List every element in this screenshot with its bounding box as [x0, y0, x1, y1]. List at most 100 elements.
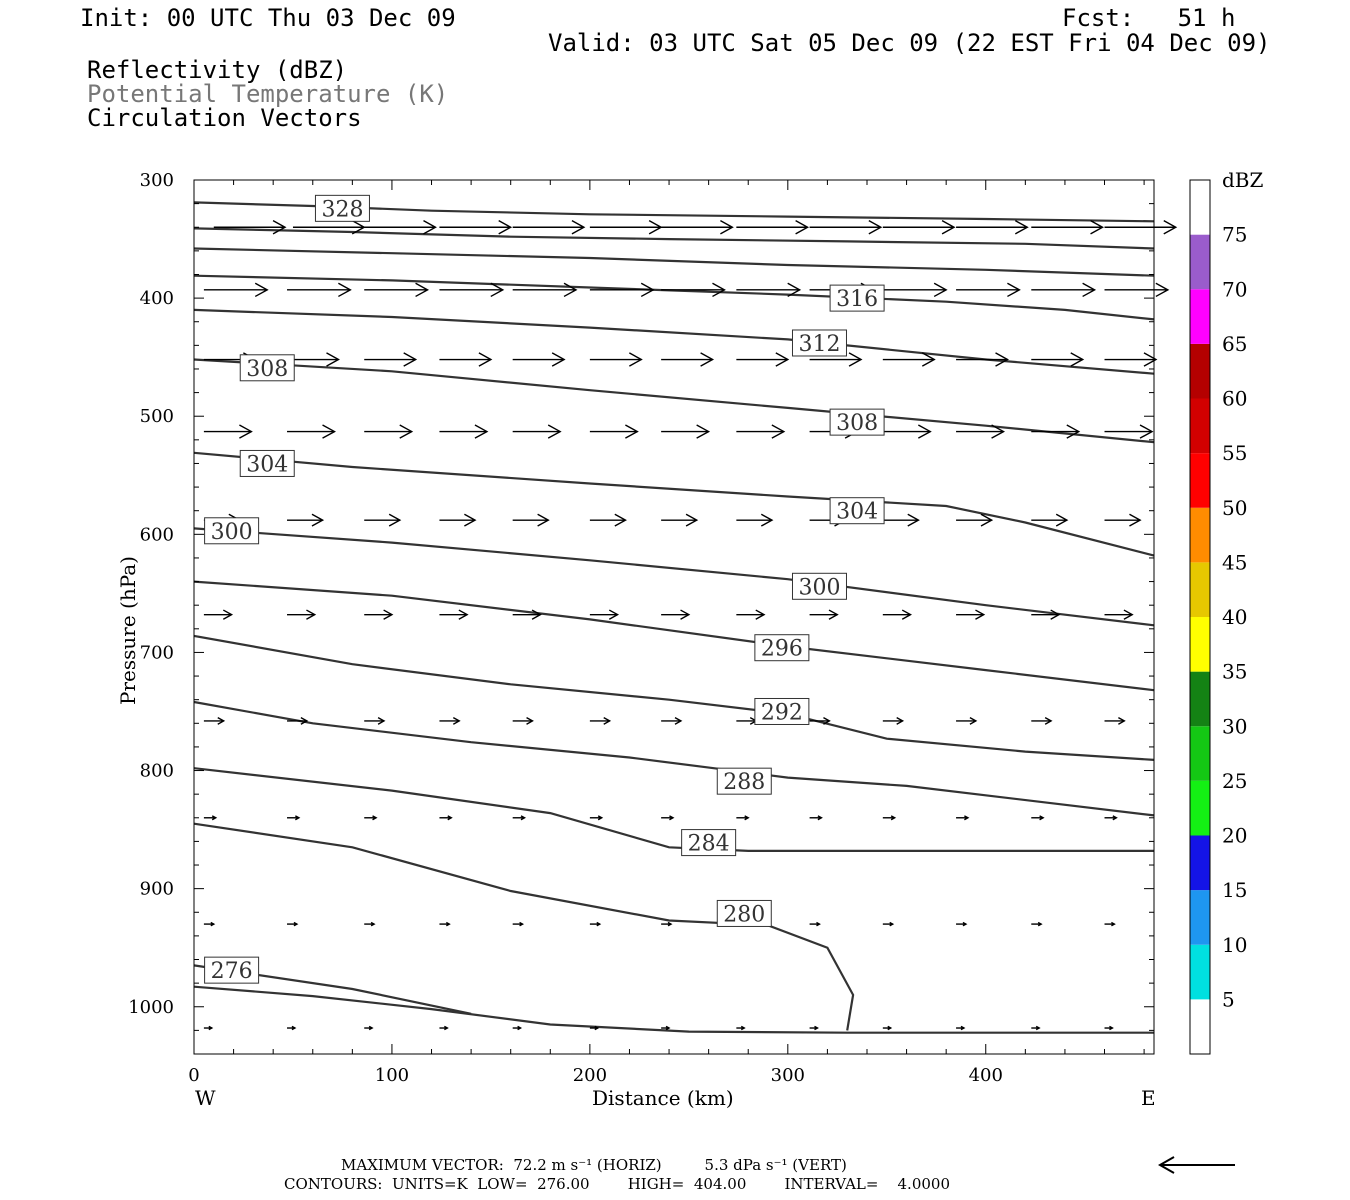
x-axis-east-label: E [1141, 1086, 1156, 1110]
circulation-vector [882, 717, 905, 725]
circulation-vector [882, 1025, 893, 1031]
circulation-vector [809, 1025, 819, 1031]
contour-label: 312 [791, 329, 847, 357]
circulation-vector [364, 513, 402, 527]
circulation-vector [1104, 513, 1142, 527]
circulation-vector [736, 424, 786, 439]
circulation-vector [661, 609, 691, 620]
field-circulation-vectors: Circulation Vectors [87, 104, 362, 132]
circulation-vector [203, 424, 253, 439]
colorbar-segment [1190, 562, 1210, 617]
theta-contour-304 [193, 527, 1155, 627]
colorbar-tick-label: 20 [1222, 824, 1247, 848]
y-axis-label: Pressure (hPa) [116, 556, 140, 705]
circulation-vector [736, 815, 750, 821]
contour-label: 292 [754, 697, 810, 725]
plot-frame [193, 179, 1155, 1055]
circulation-vector [439, 1025, 449, 1031]
theta-contour-300 [193, 580, 1155, 692]
circulation-vector [1031, 424, 1081, 439]
svg-text:276: 276 [211, 959, 253, 984]
y-tick-label: 900 [140, 879, 174, 900]
circulation-vector [1104, 282, 1170, 298]
contour-label: 328 [314, 194, 370, 222]
circulation-vector [589, 352, 643, 367]
circulation-vector [213, 220, 287, 235]
circulation-vector [661, 282, 726, 298]
circulation-vector [661, 220, 734, 235]
circulation-vector [882, 815, 897, 821]
circulation-vector [287, 282, 352, 298]
colorbar-tick-label: 40 [1222, 605, 1247, 629]
circulation-vector [512, 282, 578, 298]
circulation-vector [736, 513, 774, 527]
theta-contour-316 [193, 308, 1155, 375]
circulation-vector [956, 220, 1029, 235]
y-tick-label: 500 [140, 406, 174, 427]
circulation-vector [439, 352, 493, 367]
circulation-vector [882, 424, 932, 439]
axis-ticks: 300 400 500 600 700 800 900 1000 0 100 200 300 400 [128, 170, 1154, 1086]
colorbar-tick-label: 15 [1222, 878, 1247, 902]
circulation-vector [439, 424, 489, 439]
colorbar-tick-label: 65 [1222, 332, 1247, 356]
field-potential-temperature: Potential Temperature (K) [87, 80, 449, 108]
circulation-vector [589, 815, 604, 821]
circulation-vector [809, 815, 823, 821]
y-tick-label: 1000 [128, 997, 174, 1018]
circulation-vector [512, 220, 586, 235]
contour-label: 288 [716, 767, 772, 795]
y-tick-label: 800 [140, 761, 174, 782]
colorbar-tick-label: 70 [1222, 277, 1247, 301]
init-time: Init: 00 UTC Thu 03 Dec 09 [80, 4, 456, 32]
y-tick-label: 400 [140, 288, 174, 309]
circulation-vector [364, 609, 394, 620]
circulation-vector [661, 352, 715, 367]
svg-text:296: 296 [761, 637, 803, 662]
circulation-vector [589, 424, 639, 439]
colorbar-unit: dBZ [1222, 168, 1264, 192]
colorbar-segment [1190, 234, 1210, 290]
circulation-vector [364, 282, 430, 298]
svg-text:328: 328 [321, 197, 363, 222]
circulation-vector [439, 815, 453, 821]
circulation-vector [956, 282, 1021, 298]
svg-text:308: 308 [246, 357, 288, 382]
circulation-vector [956, 352, 1009, 367]
colorbar-tick-label: 60 [1222, 387, 1247, 411]
svg-text:312: 312 [798, 332, 840, 357]
circulation-vector [364, 717, 386, 725]
circulation-vector [287, 921, 299, 927]
circulation-vector [736, 609, 766, 620]
circulation-vector [589, 1025, 600, 1031]
circulation-vector [882, 609, 912, 620]
circulation-vector [589, 220, 663, 235]
circulation-vector [1031, 220, 1104, 235]
maximum-vector-note: MAXIMUM VECTOR: 72.2 m s⁻¹ (HORIZ) 5.3 d… [341, 1156, 847, 1174]
circulation-vector [589, 717, 612, 725]
circulation-vector [736, 717, 758, 725]
circulation-vector [589, 921, 602, 927]
circulation-vector [809, 921, 821, 927]
circulation-vector [1031, 1025, 1041, 1031]
colorbar-segment [1190, 180, 1210, 235]
valid-time: Valid: 03 UTC Sat 05 Dec 09 (22 EST Fri … [548, 29, 1271, 57]
circulation-vector [512, 717, 534, 725]
svg-text:304: 304 [836, 500, 878, 525]
circulation-vector [512, 424, 562, 439]
circulation-vector [203, 1025, 214, 1031]
colorbar-segment [1190, 343, 1210, 399]
circulation-vector [882, 220, 956, 235]
svg-text:292: 292 [761, 700, 803, 725]
theta-contour-332 [193, 201, 1155, 223]
colorbar-tick-label: 25 [1222, 769, 1247, 793]
circulation-vector [1031, 513, 1069, 527]
circulation-vector [512, 513, 550, 527]
circulation-vectors [203, 220, 1178, 1031]
svg-text:284: 284 [688, 832, 730, 857]
circulation-vector [364, 220, 437, 235]
theta-contour-312 [193, 358, 1155, 444]
circulation-vector [1031, 815, 1045, 821]
circulation-vector [956, 921, 968, 927]
